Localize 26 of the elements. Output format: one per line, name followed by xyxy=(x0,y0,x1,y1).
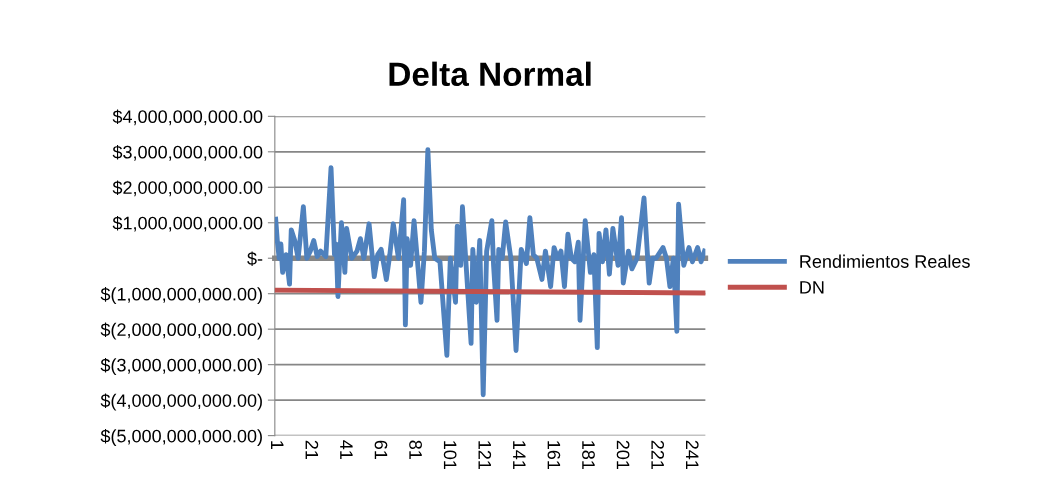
y-tick-label: $(2,000,000,000.00) xyxy=(100,322,262,340)
x-tick-label: 41 xyxy=(340,440,353,459)
x-tick-label: 21 xyxy=(305,440,319,459)
x-tick-label: 1 xyxy=(271,441,284,449)
y-tick-label: $(4,000,000,000.00) xyxy=(100,393,262,411)
y-tick-label: $(3,000,000,000.00) xyxy=(100,357,262,376)
x-tick-label: 141 xyxy=(513,441,526,470)
chart-title: Delta Normal xyxy=(389,61,591,87)
y-tick-label: $(1,000,000,000.00) xyxy=(100,287,262,305)
x-tick-label: 121 xyxy=(478,441,492,470)
x-tick-label: 181 xyxy=(582,441,595,470)
x-tick-label: 81 xyxy=(409,440,422,459)
y-tick-label: $(5,000,000,000.00) xyxy=(100,428,262,447)
x-tick-label: 101 xyxy=(443,441,457,470)
x-tick-label: 161 xyxy=(547,441,561,470)
y-tick-label: $4,000,000,000.00 xyxy=(112,109,263,126)
x-tick-label: 61 xyxy=(374,440,388,459)
y-tick-label: $1,000,000,000.00 xyxy=(112,215,263,232)
y-tick-label: $- xyxy=(247,251,263,267)
x-tick-label: 221 xyxy=(651,440,665,470)
x-tick-label: 241 xyxy=(686,440,699,470)
x-tick-label: 201 xyxy=(616,440,630,470)
legend-label: DN xyxy=(800,281,824,294)
y-tick-label: $2,000,000,000.00 xyxy=(112,180,263,197)
y-tick-label: $3,000,000,000.00 xyxy=(112,144,263,161)
legend-label: Rendimientos Reales xyxy=(800,254,970,268)
